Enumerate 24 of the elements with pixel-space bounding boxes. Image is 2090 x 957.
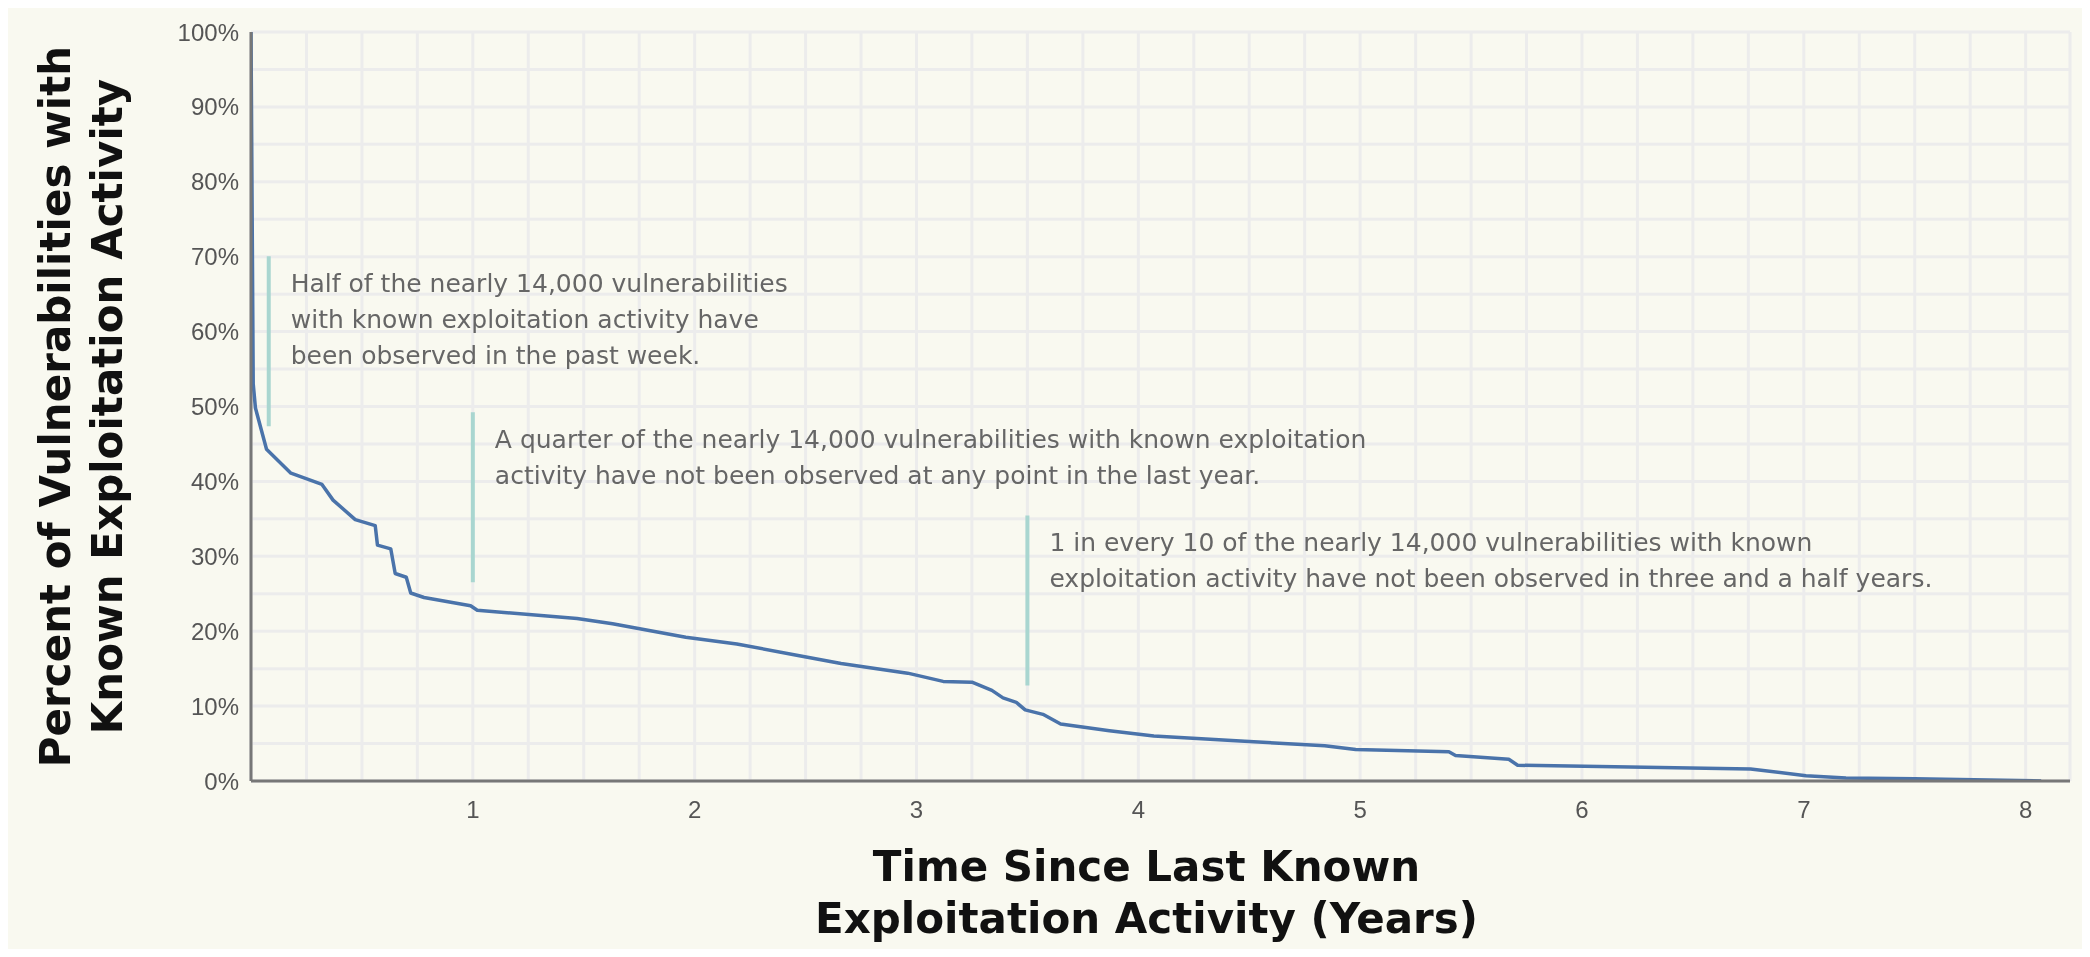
x-tick-label: 3 <box>909 796 924 824</box>
y-tick-label: 40% <box>190 467 239 495</box>
ref-line-label: Half of the nearly 14,000 vulnerabilities with known exploitation activity have been observed in the past week. <box>290 269 788 371</box>
x-tick-label: 1 <box>466 796 480 824</box>
y-tick-label: 70% <box>190 243 239 271</box>
x-tick-label: 4 <box>1131 796 1145 824</box>
x-tick-label: 2 <box>687 796 702 824</box>
y-tick-label: 30% <box>190 542 239 570</box>
y-tick-label: 90% <box>190 93 239 121</box>
y-tick-label: 0% <box>204 767 239 795</box>
y-tick-label: 20% <box>190 617 239 645</box>
ref-line-label: 1 in every 10 of the nearly 14,000 vulnerabilities with known exploitation activity have not been observed in three and a half years. <box>1049 528 1933 594</box>
y-tick-label: 10% <box>190 692 239 720</box>
x-tick-label: 7 <box>1797 796 1811 824</box>
y-tick-label: 50% <box>190 393 239 421</box>
y-tick-label: 100% <box>177 18 239 46</box>
y-axis-title: Percent of Vulnerabilities with Known Exploitation Activity <box>31 45 132 768</box>
x-tick-label: 6 <box>1575 796 1589 824</box>
y-tick-label: 60% <box>190 318 239 346</box>
x-tick-label: 8 <box>2018 796 2033 824</box>
ref-line-label: A quarter of the nearly 14,000 vulnerabilities with known exploitation activity have not been observed at any point in the last year. <box>494 425 1367 491</box>
y-tick-label: 80% <box>190 168 239 196</box>
x-axis-title: Time Since Last Known Exploitation Activity (Years) <box>815 842 1478 943</box>
x-tick-label: 5 <box>1353 796 1367 824</box>
